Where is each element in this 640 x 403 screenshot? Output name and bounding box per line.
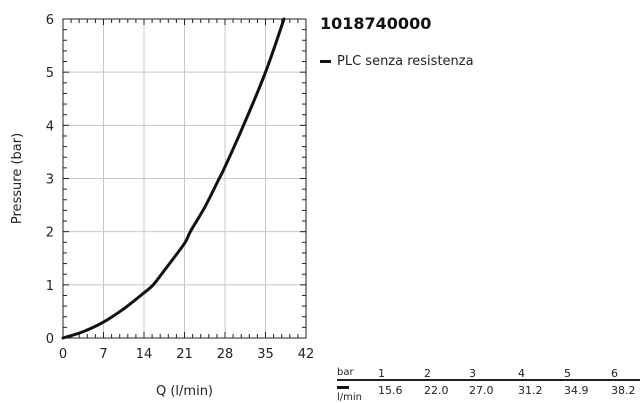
x-tick-label: 28: [217, 347, 234, 362]
flow-cell: 27.0: [469, 384, 494, 397]
y-axis-title: Pressure (bar): [10, 133, 25, 224]
y-tick-label: 6: [46, 13, 54, 28]
pressure-cell: 2: [424, 367, 431, 380]
grid-lines: [63, 19, 306, 338]
x-tick-label: 14: [136, 347, 153, 362]
series-line-plc-senza-resistenza: [61, 17, 286, 340]
y-tick-label: 4: [46, 119, 54, 134]
x-tick-label: 0: [59, 347, 67, 362]
flow-cell: 22.0: [424, 384, 449, 397]
flow-cell: 34.9: [564, 384, 589, 397]
tick-labels: 0 7 14 21 28 35 42 0 1 2 3 4 5 6: [46, 13, 315, 362]
pressure-unit-label: bar: [337, 367, 354, 378]
chart-title: 1018740000: [320, 14, 432, 33]
x-axis-title: Q (l/min): [156, 384, 213, 399]
flow-cell: 15.6: [378, 384, 403, 397]
y-tick-label: 0: [46, 332, 54, 347]
flow-cell: 31.2: [518, 384, 543, 397]
pressure-cell: 3: [469, 367, 476, 380]
y-tick-label: 5: [46, 66, 54, 81]
x-tick-label: 35: [257, 347, 274, 362]
legend-label: PLC senza resistenza: [337, 54, 474, 69]
legend: PLC senza resistenza: [320, 54, 474, 69]
y-tick-label: 3: [46, 173, 54, 188]
table-flow-row: l/min 15.6 22.0 27.0 31.2 34.9 38.2: [337, 381, 640, 403]
pressure-cell: 4: [518, 367, 525, 380]
pressure-cell: 1: [378, 367, 385, 380]
table-header-row: bar 1 2 3 4 5 6: [337, 367, 640, 381]
flow-cell: 38.2: [611, 384, 636, 397]
pressure-cell: 5: [564, 367, 571, 380]
y-tick-label: 1: [46, 279, 54, 294]
x-tick-label: 42: [298, 347, 315, 362]
flow-unit-label: l/min: [337, 392, 363, 403]
x-tick-label: 7: [99, 347, 107, 362]
y-tick-label: 2: [46, 226, 54, 241]
plot-frame: [62, 18, 307, 339]
series-marker: [337, 386, 349, 389]
flow-table: bar 1 2 3 4 5 6 l/min 15.6 22.0 27.0 31.…: [337, 367, 640, 403]
pressure-cell: 6: [611, 367, 618, 380]
legend-swatch: [320, 60, 331, 63]
x-tick-label: 21: [176, 347, 193, 362]
